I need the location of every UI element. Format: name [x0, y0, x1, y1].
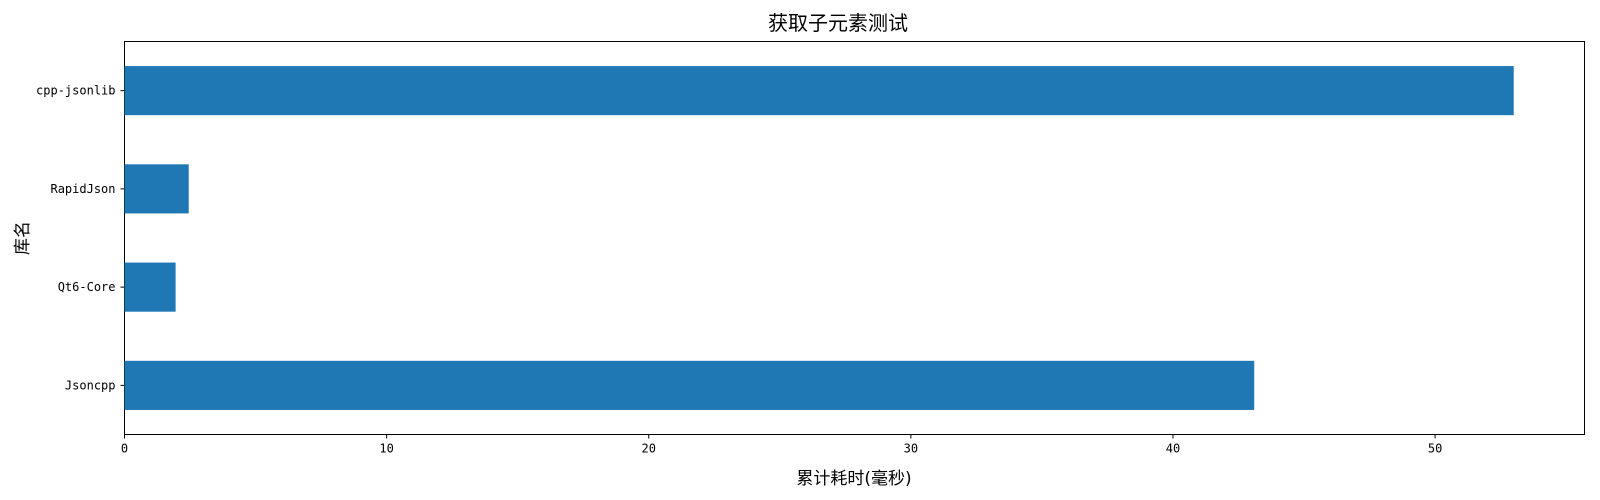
- plot-frame: [124, 41, 1585, 435]
- x-tick-label: 10: [379, 442, 393, 456]
- bar-cpp-jsonlib: [124, 66, 1514, 116]
- y-tick-label: cpp-jsonlib: [36, 84, 115, 98]
- y-tick-label: Jsoncpp: [65, 378, 116, 392]
- bar-jsoncpp: [124, 360, 1255, 410]
- x-tick-label: 50: [1428, 442, 1442, 456]
- y-ticks-group: Jsoncpp Qt6-Core RapidJson cpp-jsonlib: [36, 84, 125, 392]
- x-tick-label: 0: [121, 442, 128, 456]
- y-axis-label: 库名: [13, 221, 33, 255]
- chart-title: 获取子元素测试: [768, 11, 908, 35]
- bar-rapidjson: [124, 164, 189, 214]
- x-tick-label: 20: [642, 442, 656, 456]
- x-tick-label: 40: [1166, 442, 1180, 456]
- y-tick-label: RapidJson: [50, 182, 115, 196]
- x-axis-label: 累计耗时(毫秒): [796, 469, 911, 489]
- bar-qt6-core: [124, 262, 176, 312]
- bars-group: [124, 66, 1514, 410]
- x-tick-label: 30: [904, 442, 918, 456]
- x-ticks-group: 0 10 20 30 40 50: [121, 434, 1442, 456]
- y-tick-label: Qt6-Core: [58, 280, 116, 294]
